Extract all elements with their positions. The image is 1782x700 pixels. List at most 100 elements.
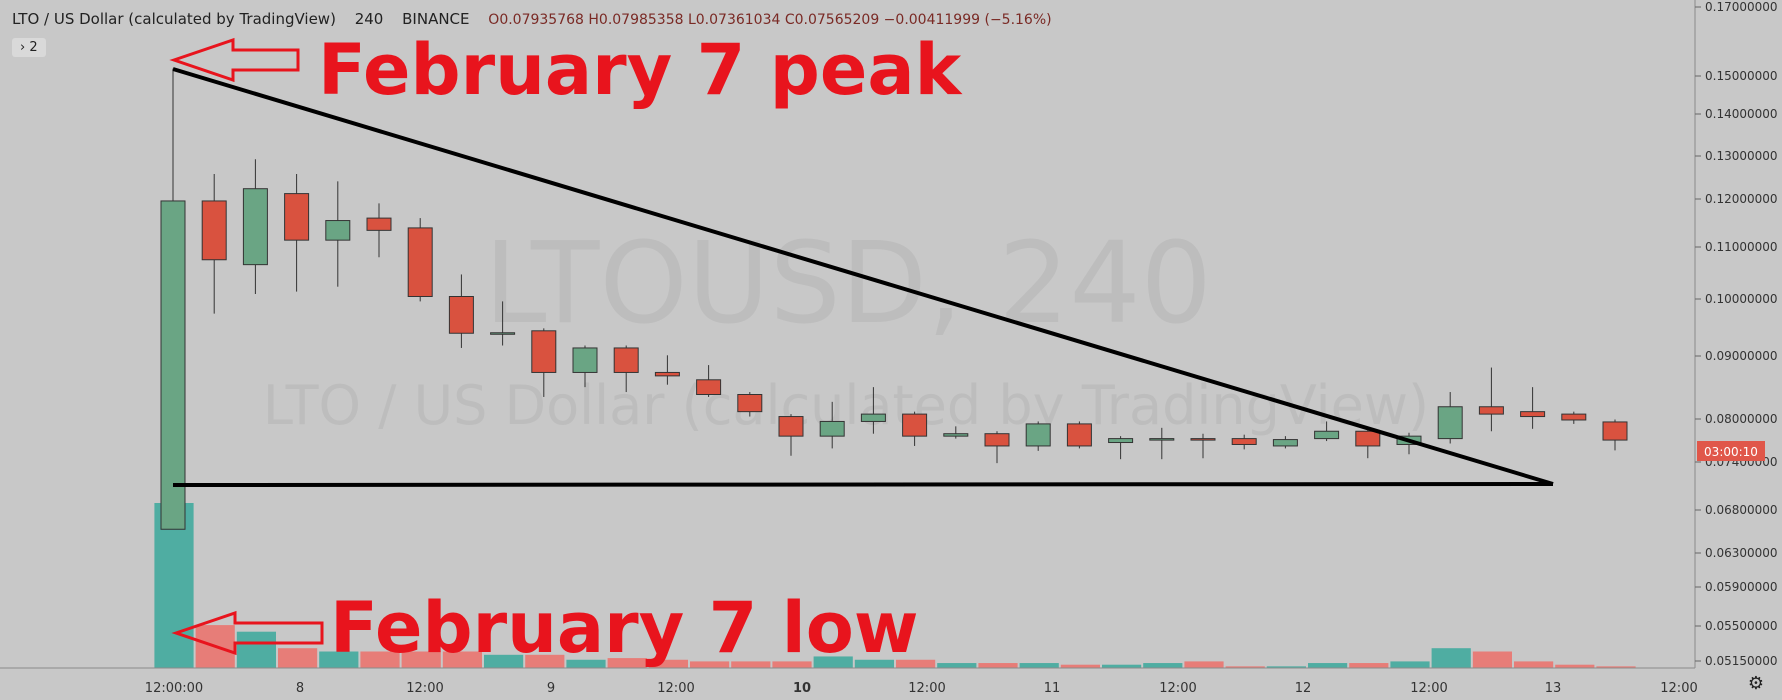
candle-up bbox=[819, 420, 845, 437]
volume-bar bbox=[896, 659, 936, 668]
volume-bar bbox=[1019, 663, 1059, 668]
price-tick-label: 0.11000000 bbox=[1705, 240, 1778, 254]
candle-down bbox=[984, 433, 1010, 447]
candles bbox=[160, 68, 1628, 530]
price-tick-label: 0.14000000 bbox=[1705, 107, 1778, 121]
candle-down bbox=[1602, 421, 1628, 441]
annotations: February 7 peak February 7 low bbox=[169, 29, 963, 669]
volume-bar bbox=[1060, 664, 1100, 668]
volume-bar bbox=[1143, 663, 1183, 668]
candle-down bbox=[1520, 411, 1546, 418]
volume-bar bbox=[278, 648, 318, 668]
ohlc-values: O0.07935768 H0.07985358 L0.07361034 C0.0… bbox=[488, 12, 1052, 28]
volume-bars bbox=[154, 503, 1636, 668]
candle-up bbox=[860, 413, 886, 422]
volume-bar bbox=[854, 659, 894, 668]
volume-bar bbox=[1266, 666, 1306, 668]
symbol-header: LTO / US Dollar (calculated by TradingVi… bbox=[12, 10, 1052, 28]
candle-up bbox=[1314, 430, 1340, 440]
candle-down bbox=[284, 193, 310, 241]
time-tick-label: 12:00 bbox=[1159, 681, 1196, 696]
time-tick-label: 12:00 bbox=[657, 681, 694, 696]
price-tick-label: 0.05150000 bbox=[1705, 654, 1778, 668]
time-tick-label: 11 bbox=[1044, 681, 1061, 696]
candle-down bbox=[902, 413, 928, 437]
price-tick-label: 0.09000000 bbox=[1705, 349, 1778, 363]
candle-down bbox=[1478, 406, 1504, 415]
volume-bar bbox=[1349, 663, 1389, 668]
time-tick-label: 8 bbox=[296, 681, 304, 696]
volume-bar bbox=[401, 651, 441, 668]
exchange: BINANCE bbox=[402, 10, 470, 28]
candle-down bbox=[654, 371, 680, 377]
volume-bar bbox=[978, 663, 1018, 668]
volume-bar bbox=[1431, 648, 1471, 668]
time-tick-label: 12 bbox=[1295, 681, 1312, 696]
time-tick-label: 12:00 bbox=[1410, 681, 1447, 696]
gear-icon[interactable]: ⚙ bbox=[1747, 673, 1764, 694]
volume-bar bbox=[690, 661, 730, 668]
price-tick-label: 0.05500000 bbox=[1705, 619, 1778, 633]
volume-bar bbox=[484, 654, 524, 668]
candle-down bbox=[1231, 438, 1257, 445]
volume-bar bbox=[525, 654, 565, 668]
volume-bar bbox=[1514, 661, 1554, 668]
time-axis[interactable]: 12:00:00 8 12:00 9 12:00 10 12:00 11 12:00 12 12:0… bbox=[0, 667, 1698, 696]
candle-up bbox=[572, 347, 598, 373]
candle-up bbox=[242, 188, 268, 266]
candle-down bbox=[778, 416, 804, 437]
time-tick-label: 12:00 bbox=[908, 681, 945, 696]
watermark-main: LTOUSD, 240 bbox=[484, 219, 1212, 349]
volume-bar bbox=[1555, 664, 1595, 668]
candle-down bbox=[737, 394, 763, 413]
support-trendline bbox=[172, 482, 1554, 487]
low-arrow bbox=[171, 610, 324, 656]
price-tick-label: 0.12000000 bbox=[1705, 192, 1778, 206]
countdown-text: 03:00:10 bbox=[1704, 445, 1758, 459]
volume-bar bbox=[154, 503, 194, 668]
price-tick-label: 0.06800000 bbox=[1705, 503, 1778, 517]
price-tick-label: 0.05900000 bbox=[1705, 580, 1778, 594]
volume-bar bbox=[772, 661, 812, 668]
candle-up bbox=[160, 200, 186, 530]
candle-up bbox=[325, 220, 351, 241]
candle-down bbox=[696, 379, 722, 395]
candle-up bbox=[1108, 438, 1134, 444]
time-tick-label: 9 bbox=[547, 681, 555, 696]
time-tick-label: 12:00:00 bbox=[145, 681, 203, 696]
symbol-name[interactable]: LTO / US Dollar (calculated by TradingVi… bbox=[12, 10, 336, 28]
volume-bar bbox=[813, 656, 853, 668]
candle-down bbox=[613, 347, 639, 373]
volume-bar bbox=[360, 651, 400, 668]
candle-down bbox=[407, 227, 433, 297]
candle-down bbox=[1355, 430, 1381, 447]
candle-up bbox=[943, 433, 969, 437]
interval[interactable]: 240 bbox=[354, 10, 384, 28]
volume-bar bbox=[648, 659, 688, 668]
price-tick-label: 0.17000000 bbox=[1705, 0, 1778, 14]
candle-down bbox=[531, 330, 557, 373]
watermark-sub: LTO / US Dollar (calculated by TradingVi… bbox=[263, 374, 1429, 437]
indicator-toggle-button[interactable]: › 2 bbox=[12, 38, 46, 57]
peak-annotation: February 7 peak bbox=[318, 29, 963, 111]
volume-bar bbox=[937, 663, 977, 668]
candle-up bbox=[1025, 423, 1051, 447]
time-tick-label: 10 bbox=[793, 681, 811, 696]
volume-bar bbox=[1184, 661, 1224, 668]
candle-down bbox=[1561, 413, 1587, 421]
price-axis[interactable]: 0.17000000 0.15000000 0.14000000 0.13000000… bbox=[1694, 0, 1778, 668]
countdown-badge: 03:00:10 bbox=[1697, 441, 1765, 461]
time-tick-label: 12:00 bbox=[406, 681, 443, 696]
price-tick-label: 0.10000000 bbox=[1705, 292, 1778, 306]
volume-bar bbox=[1102, 664, 1142, 668]
price-tick-label: 0.06300000 bbox=[1705, 546, 1778, 560]
descending-trendline bbox=[172, 67, 1554, 486]
candle-down bbox=[1190, 438, 1216, 441]
candle-down bbox=[201, 200, 227, 261]
triangle-trendlines bbox=[172, 67, 1554, 487]
volume-bar bbox=[1390, 661, 1430, 668]
time-tick-label: 12:00 bbox=[1660, 681, 1697, 696]
volume-bar bbox=[1596, 666, 1636, 668]
